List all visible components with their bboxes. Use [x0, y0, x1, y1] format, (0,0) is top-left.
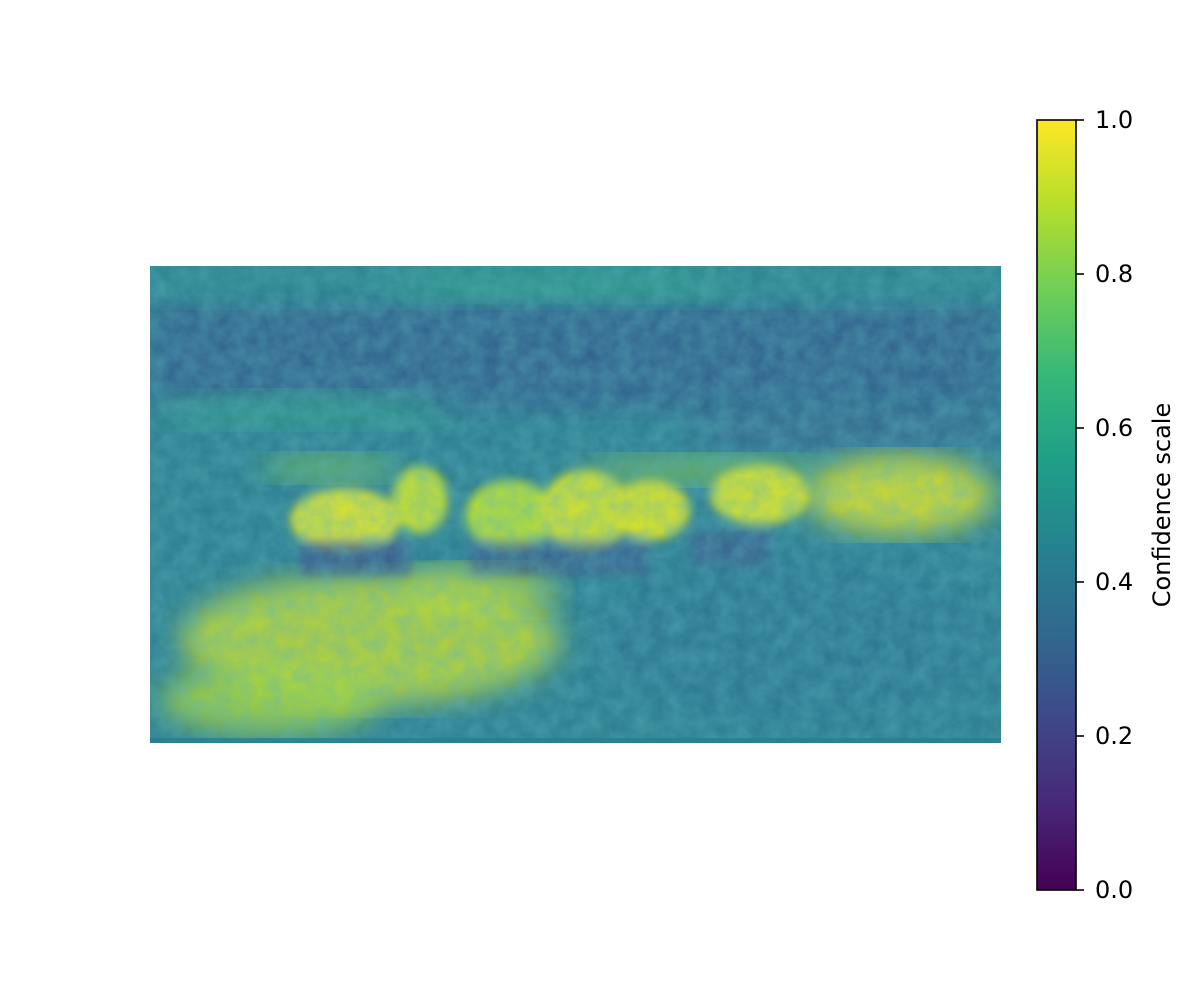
colorbar-tick-label: 0.0: [1095, 876, 1133, 904]
colorbar-gradient: [1037, 120, 1076, 890]
colorbar-tick-label: 1.0: [1095, 106, 1133, 134]
colorbar: 0.0 0.2 0.4 0.6 0.8 1.0 Confidence scale: [1037, 106, 1176, 904]
colorbar-label: Confidence scale: [1148, 403, 1176, 607]
colorbar-tick-label: 0.6: [1095, 414, 1133, 442]
colorbar-ticks: 0.0 0.2 0.4 0.6 0.8 1.0: [1076, 106, 1133, 904]
colorbar-tick-label: 0.8: [1095, 260, 1133, 288]
heatmap-image: [150, 266, 1010, 743]
colorbar-tick-label: 0.4: [1095, 568, 1133, 596]
colorbar-tick-label: 0.2: [1095, 722, 1133, 750]
